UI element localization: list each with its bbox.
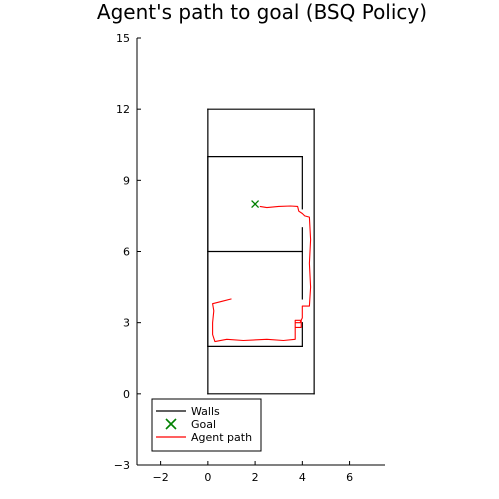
x-tick-label: 2 bbox=[252, 471, 259, 484]
x-ticks: −2 0 2 4 6 bbox=[153, 461, 353, 484]
y-tick-label: 9 bbox=[123, 174, 130, 187]
chart-title: Agent's path to goal (BSQ Policy) bbox=[97, 0, 427, 24]
agent-path-series bbox=[212, 205, 312, 343]
x-tick-label: 6 bbox=[346, 471, 353, 484]
walls-series bbox=[207, 108, 315, 395]
legend-walls-label: Walls bbox=[191, 405, 220, 418]
x-tick-label: −2 bbox=[153, 471, 169, 484]
goal-marker bbox=[251, 200, 260, 209]
agent-path-line bbox=[212, 205, 312, 343]
y-tick-label: 15 bbox=[116, 32, 130, 45]
legend-goal-stroke bbox=[165, 418, 177, 430]
y-tick-label: 6 bbox=[123, 246, 130, 259]
y-tick-label: 3 bbox=[123, 317, 130, 330]
x-tick-label: 0 bbox=[204, 471, 211, 484]
goal-series bbox=[251, 200, 260, 209]
legend-goal-swatch bbox=[165, 418, 177, 430]
goal-marker-stroke bbox=[251, 200, 260, 209]
y-tick-label: 0 bbox=[123, 388, 130, 401]
legend: Walls Goal Agent path bbox=[151, 398, 262, 452]
y-tick-label: 12 bbox=[116, 103, 130, 116]
x-tick-label: 4 bbox=[299, 471, 306, 484]
y-ticks: −3 0 3 6 9 12 15 bbox=[114, 32, 141, 472]
y-tick-label: −3 bbox=[114, 459, 130, 472]
legend-path-label: Agent path bbox=[191, 431, 252, 444]
legend-goal-label: Goal bbox=[191, 418, 216, 431]
